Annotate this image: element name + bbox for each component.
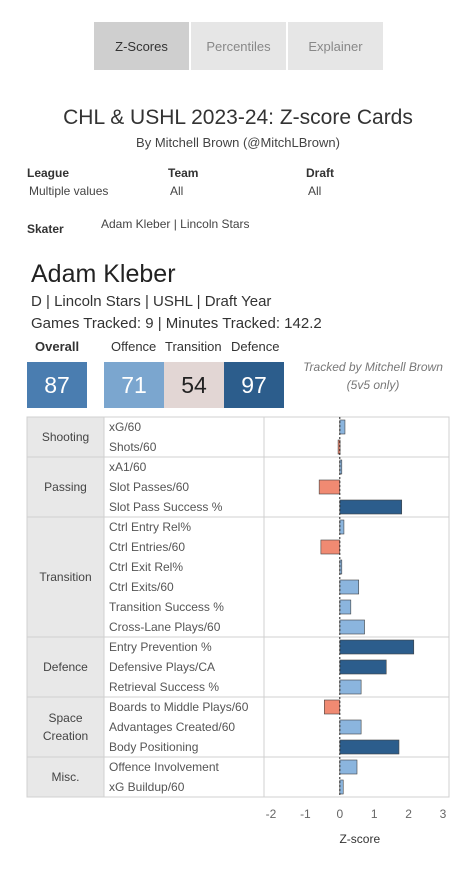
- group-label: Shooting: [42, 430, 89, 444]
- offence-label: Offence: [111, 339, 157, 354]
- bar: [339, 639, 415, 655]
- tab-percentiles[interactable]: Percentiles: [191, 22, 286, 70]
- skater-filter-value[interactable]: Adam Kleber | Lincoln Stars: [101, 217, 250, 231]
- bar: [320, 539, 341, 555]
- tab-bar: Z-Scores Percentiles Explainer: [94, 22, 383, 70]
- overall-rating: 87: [27, 362, 87, 408]
- metric-label: Slot Pass Success %: [109, 500, 223, 514]
- skater-filter-label: Skater: [27, 222, 64, 236]
- bar: [339, 739, 400, 755]
- bar: [339, 659, 387, 675]
- group-label: Transition: [39, 570, 91, 584]
- page-title: CHL & USHL 2023-24: Z-score Cards: [63, 106, 413, 129]
- page-subtitle: By Mitchell Brown (@MitchLBrown): [136, 135, 340, 150]
- league-filter-label: League: [27, 166, 70, 180]
- draft-filter-value[interactable]: All: [308, 184, 322, 198]
- metric-label: Boards to Middle Plays/60: [109, 700, 249, 714]
- offence-rating: 71: [104, 362, 164, 408]
- x-tick-label: 1: [371, 807, 378, 821]
- team-filter-label: Team: [168, 166, 199, 180]
- group-panel: [103, 516, 450, 638]
- tracked-note-line2: (5v5 only): [346, 378, 400, 392]
- metric-label: Entry Prevention %: [109, 640, 212, 654]
- team-filter-value[interactable]: All: [170, 184, 184, 198]
- group-label: Creation: [43, 729, 88, 743]
- metric-label: Ctrl Exits/60: [109, 580, 174, 594]
- tracked-note-line1: Tracked by Mitchell Brown: [303, 360, 443, 374]
- metric-label: Offence Involvement: [109, 760, 220, 774]
- overall-label: Overall: [35, 339, 80, 354]
- x-tick-label: 3: [440, 807, 447, 821]
- tracked-note: Tracked by Mitchell Brown (5v5 only): [288, 358, 458, 394]
- metric-label: Body Positioning: [109, 740, 198, 754]
- bar: [339, 419, 346, 435]
- group-label: Misc.: [52, 770, 80, 784]
- x-axis-label: Z-score: [339, 832, 380, 846]
- player-name: Adam Kleber: [31, 260, 176, 288]
- metric-label: Retrieval Success %: [109, 680, 219, 694]
- metric-label: xG/60: [109, 420, 141, 434]
- bar: [339, 579, 360, 595]
- group-cell: [26, 516, 105, 638]
- group-cell: [26, 696, 105, 758]
- bar: [339, 779, 344, 795]
- metric-label: Ctrl Exit Rel%: [109, 560, 183, 574]
- draft-filter-label: Draft: [306, 166, 335, 180]
- group-label: Defence: [43, 660, 88, 674]
- tab-explainer[interactable]: Explainer: [288, 22, 383, 70]
- group-label: Passing: [44, 480, 87, 494]
- x-tick-label: -2: [266, 807, 277, 821]
- z-score-chart: Shooting xG/60 Shots/60 Passing xA1/60 Slot P…: [26, 416, 450, 846]
- bar: [318, 479, 341, 495]
- tab-z-scores[interactable]: Z-Scores: [94, 22, 189, 70]
- transition-label: Transition: [165, 339, 222, 354]
- metric-label: Transition Success %: [109, 600, 224, 614]
- bar: [339, 499, 403, 515]
- defence-rating: 97: [224, 362, 284, 408]
- bar: [339, 679, 362, 695]
- group-cell: [26, 416, 105, 458]
- group-cell: [26, 636, 105, 698]
- metric-label: Ctrl Entries/60: [109, 540, 185, 554]
- metric-label: Shots/60: [109, 440, 157, 454]
- metric-label: Cross-Lane Plays/60: [109, 620, 221, 634]
- defence-label: Defence: [231, 339, 280, 354]
- league-filter-value[interactable]: Multiple values: [29, 184, 109, 198]
- x-tick-label: 0: [336, 807, 343, 821]
- metric-label: Defensive Plays/CA: [109, 660, 215, 674]
- group-panel: [103, 756, 450, 798]
- player-tracking-info: Games Tracked: 9 | Minutes Tracked: 142.…: [31, 315, 322, 332]
- bar: [339, 759, 358, 775]
- bar: [339, 519, 345, 535]
- x-tick-label: 2: [405, 807, 412, 821]
- bar: [339, 599, 352, 615]
- group-panel: [103, 416, 450, 458]
- transition-rating: 54: [164, 362, 224, 408]
- x-tick-label: -1: [300, 807, 311, 821]
- bar: [339, 719, 362, 735]
- metric-label: xG Buildup/60: [109, 780, 185, 794]
- bar: [339, 619, 365, 635]
- metric-label: Ctrl Entry Rel%: [109, 520, 191, 534]
- metric-label: xA1/60: [109, 460, 147, 474]
- metric-label: Advantages Created/60: [109, 720, 235, 734]
- metric-label: Slot Passes/60: [109, 480, 189, 494]
- group-label: Space: [48, 711, 82, 725]
- bar: [324, 699, 341, 715]
- group-cell: [26, 756, 105, 798]
- player-info: D | Lincoln Stars | USHL | Draft Year: [31, 293, 272, 310]
